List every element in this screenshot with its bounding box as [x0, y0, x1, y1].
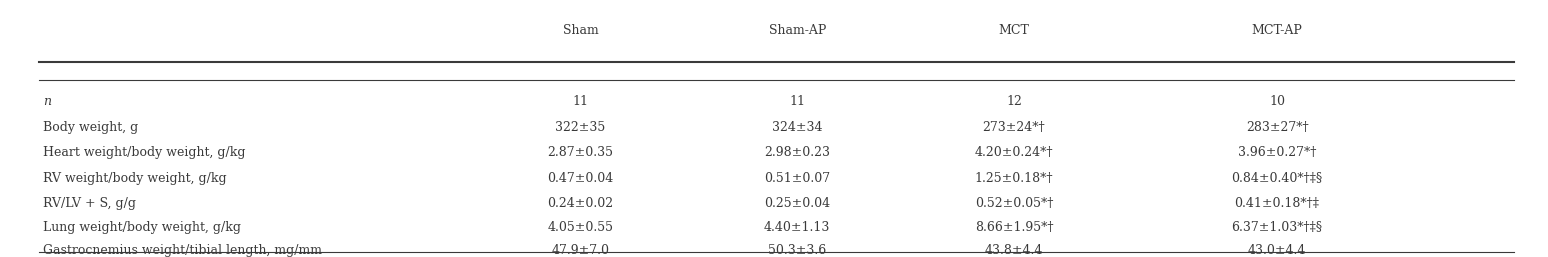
Text: 283±27*†: 283±27*† — [1246, 121, 1308, 134]
Text: 0.24±0.02: 0.24±0.02 — [548, 197, 613, 209]
Text: 0.84±0.40*†‡§: 0.84±0.40*†‡§ — [1232, 172, 1322, 185]
Text: 4.05±0.55: 4.05±0.55 — [548, 221, 613, 234]
Text: 47.9±7.0: 47.9±7.0 — [551, 244, 610, 257]
Text: 1.25±0.18*†: 1.25±0.18*† — [975, 172, 1053, 185]
Text: Gastrocnemius weight/tibial length, mg/mm: Gastrocnemius weight/tibial length, mg/m… — [43, 244, 322, 257]
Text: 0.41±0.18*†‡: 0.41±0.18*†‡ — [1235, 197, 1319, 209]
Text: 0.47±0.04: 0.47±0.04 — [548, 172, 613, 185]
Text: 0.51±0.07: 0.51±0.07 — [765, 172, 830, 185]
Text: 3.96±0.27*†: 3.96±0.27*† — [1238, 146, 1316, 159]
Text: 8.66±1.95*†: 8.66±1.95*† — [975, 221, 1053, 234]
Text: 0.52±0.05*†: 0.52±0.05*† — [975, 197, 1053, 209]
Text: 50.3±3.6: 50.3±3.6 — [768, 244, 827, 257]
Text: MCT-AP: MCT-AP — [1252, 24, 1302, 37]
Text: 43.8±4.4: 43.8±4.4 — [985, 244, 1043, 257]
Text: 2.87±0.35: 2.87±0.35 — [548, 146, 613, 159]
Text: 324±34: 324±34 — [772, 121, 822, 134]
Text: RV weight/body weight, g/kg: RV weight/body weight, g/kg — [43, 172, 228, 185]
Text: 0.25±0.04: 0.25±0.04 — [765, 197, 830, 209]
Text: Lung weight/body weight, g/kg: Lung weight/body weight, g/kg — [43, 221, 241, 234]
Text: 6.37±1.03*†‡§: 6.37±1.03*†‡§ — [1232, 221, 1322, 234]
Text: 11: 11 — [789, 95, 805, 108]
Text: Sham-AP: Sham-AP — [768, 24, 827, 37]
Text: RV/LV + S, g/g: RV/LV + S, g/g — [43, 197, 136, 209]
Text: 4.20±0.24*†: 4.20±0.24*† — [975, 146, 1053, 159]
Text: Sham: Sham — [562, 24, 599, 37]
Text: Body weight, g: Body weight, g — [43, 121, 139, 134]
Text: 273±24*†: 273±24*† — [983, 121, 1045, 134]
Text: 12: 12 — [1006, 95, 1022, 108]
Text: 322±35: 322±35 — [556, 121, 605, 134]
Text: 43.0±4.4: 43.0±4.4 — [1248, 244, 1307, 257]
Text: n: n — [43, 95, 51, 108]
Text: 11: 11 — [573, 95, 588, 108]
Text: 10: 10 — [1269, 95, 1285, 108]
Text: 2.98±0.23: 2.98±0.23 — [765, 146, 830, 159]
Text: MCT: MCT — [998, 24, 1029, 37]
Text: Heart weight/body weight, g/kg: Heart weight/body weight, g/kg — [43, 146, 246, 159]
Text: 4.40±1.13: 4.40±1.13 — [765, 221, 830, 234]
